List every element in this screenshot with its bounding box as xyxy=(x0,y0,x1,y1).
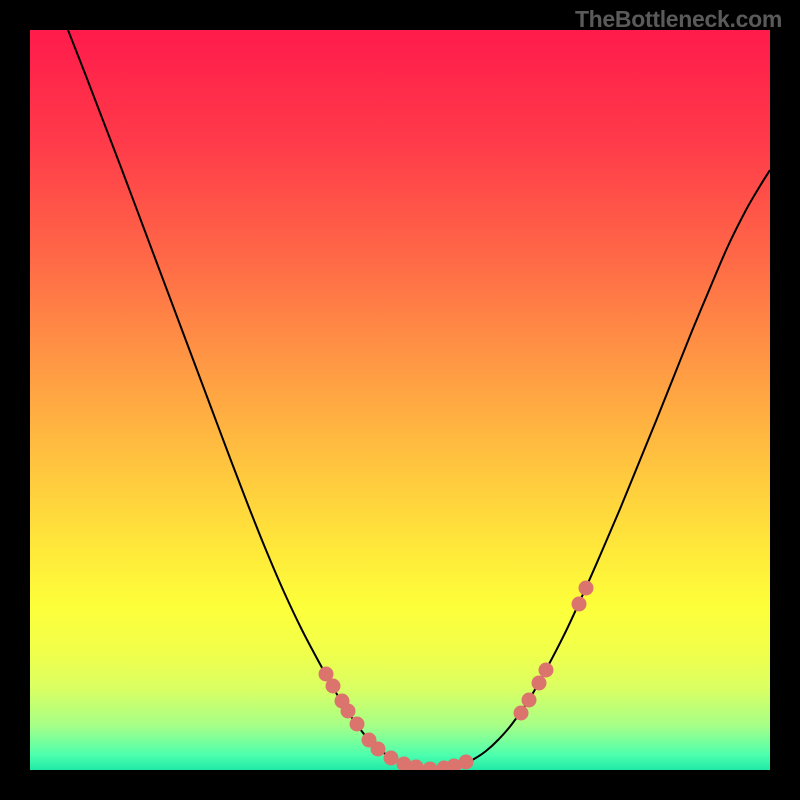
outer-frame: TheBottleneck.com xyxy=(0,0,800,800)
plot-area xyxy=(30,30,770,770)
watermark: TheBottleneck.com xyxy=(575,6,782,33)
gradient-background xyxy=(30,30,770,770)
